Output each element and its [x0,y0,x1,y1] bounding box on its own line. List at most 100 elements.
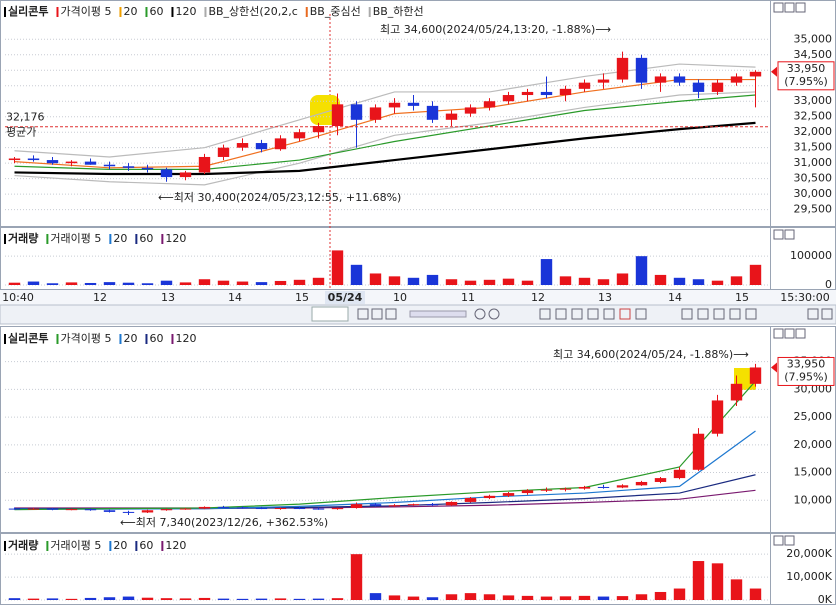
volume-bar [369,273,382,285]
toolbar-button[interactable] [357,308,369,320]
toolbar-button[interactable] [571,308,583,320]
toolbar-button[interactable] [474,308,486,320]
legend-label: 20 [123,5,137,18]
moving-average [14,121,756,176]
toolbar-button[interactable] [371,308,383,320]
candle-body [27,508,40,510]
y-tick-label: 31,500 [794,141,833,154]
panel-button[interactable] [784,229,795,240]
candle-body [711,82,724,92]
current-price-label: 33,950 [787,62,826,75]
candle-body [578,82,591,89]
legend-label: 가격이평 5 [60,332,111,345]
toolbar-button[interactable] [697,308,709,320]
volume-bar [27,598,40,600]
toolbar-button[interactable] [681,308,693,320]
candle-body [673,469,686,479]
panel-button[interactable] [773,229,784,240]
volume-bar [711,280,724,285]
toolbar-button[interactable] [555,308,567,320]
volume-bar [217,280,230,285]
volume-bar [103,282,116,285]
average-price-label: 32,176 [6,111,45,124]
toolbar-button[interactable] [619,308,631,320]
candle-body [559,88,572,96]
legend-label: 거래이평 5 [50,232,101,245]
volume-bar [312,277,325,285]
candle-body [255,143,268,150]
volume-bar [274,598,287,600]
volume-bar [616,273,629,285]
y-tick-label: 30,000 [794,187,833,200]
legend-label: 거래량 [8,231,38,245]
legend-swatch [46,541,49,551]
legend-label: 가격이평 5 [60,5,111,18]
y-tick-label: 35,000 [794,32,833,45]
volume-bar [597,279,610,285]
time-label: 13 [598,291,612,304]
moving-average [14,380,756,511]
candle-body [711,400,724,434]
panel-button[interactable] [784,328,795,339]
candle-body [483,495,496,499]
toolbar-button[interactable] [539,308,551,320]
scroll-thumb[interactable] [311,306,349,322]
time-label: 15 [735,291,749,304]
toolbar-button[interactable] [713,308,725,320]
toolbar-button[interactable] [385,308,397,320]
legend-label: 120 [165,539,186,552]
candle-body [103,164,116,167]
toolbar-button[interactable] [745,308,757,320]
volume-bar [559,276,572,285]
candle-body [502,95,515,102]
volume-bar [236,598,249,600]
volume-bar [103,597,116,600]
legend-swatch [171,334,174,344]
candle-body [293,508,306,510]
toolbar-button[interactable] [587,308,599,320]
toolbar-button[interactable] [807,308,819,320]
candle-body [464,498,477,502]
legend-label: 20 [113,232,127,245]
legend-label: 거래량 [8,538,38,552]
candle-body [521,91,534,96]
candle-body [730,76,743,83]
toolbar-button[interactable] [603,308,615,320]
candle-body [749,367,762,384]
candle-body [464,107,477,114]
panel-button[interactable] [773,2,784,13]
candle-body [692,433,705,470]
y-tick-label: 100000 [790,249,832,262]
panel-button[interactable] [795,328,806,339]
panel-button[interactable] [773,328,784,339]
candle-body [331,104,344,126]
y-tick-label: 25,000 [794,410,833,423]
current-price-box [777,61,835,91]
y-tick-label: 34,500 [794,48,833,61]
panel-button[interactable] [784,2,795,13]
toolbar-button[interactable] [488,308,500,320]
toolbar-button[interactable] [821,308,833,320]
volume-bar [350,554,363,600]
candle-body [46,160,59,164]
volume-bar [635,594,648,600]
zoom-slider[interactable] [409,310,467,318]
legend-swatch [4,334,6,344]
panel-button[interactable] [795,2,806,13]
panel-button[interactable] [773,535,784,546]
volume-bar [540,259,553,285]
volume-bar [46,598,59,600]
legend-label: 실리콘투 [8,331,48,345]
toolbar-button[interactable] [635,308,647,320]
y-tick-label: 30,500 [794,172,833,185]
candle-body [65,509,78,511]
y-tick-label: 15,000 [794,466,833,479]
panel-button[interactable] [784,535,795,546]
volume-bar [331,598,344,600]
candle-body [350,104,363,120]
toolbar-button[interactable] [729,308,741,320]
volume-bar [122,596,135,600]
time-label: 13 [161,291,175,304]
volume-bar [426,597,439,600]
